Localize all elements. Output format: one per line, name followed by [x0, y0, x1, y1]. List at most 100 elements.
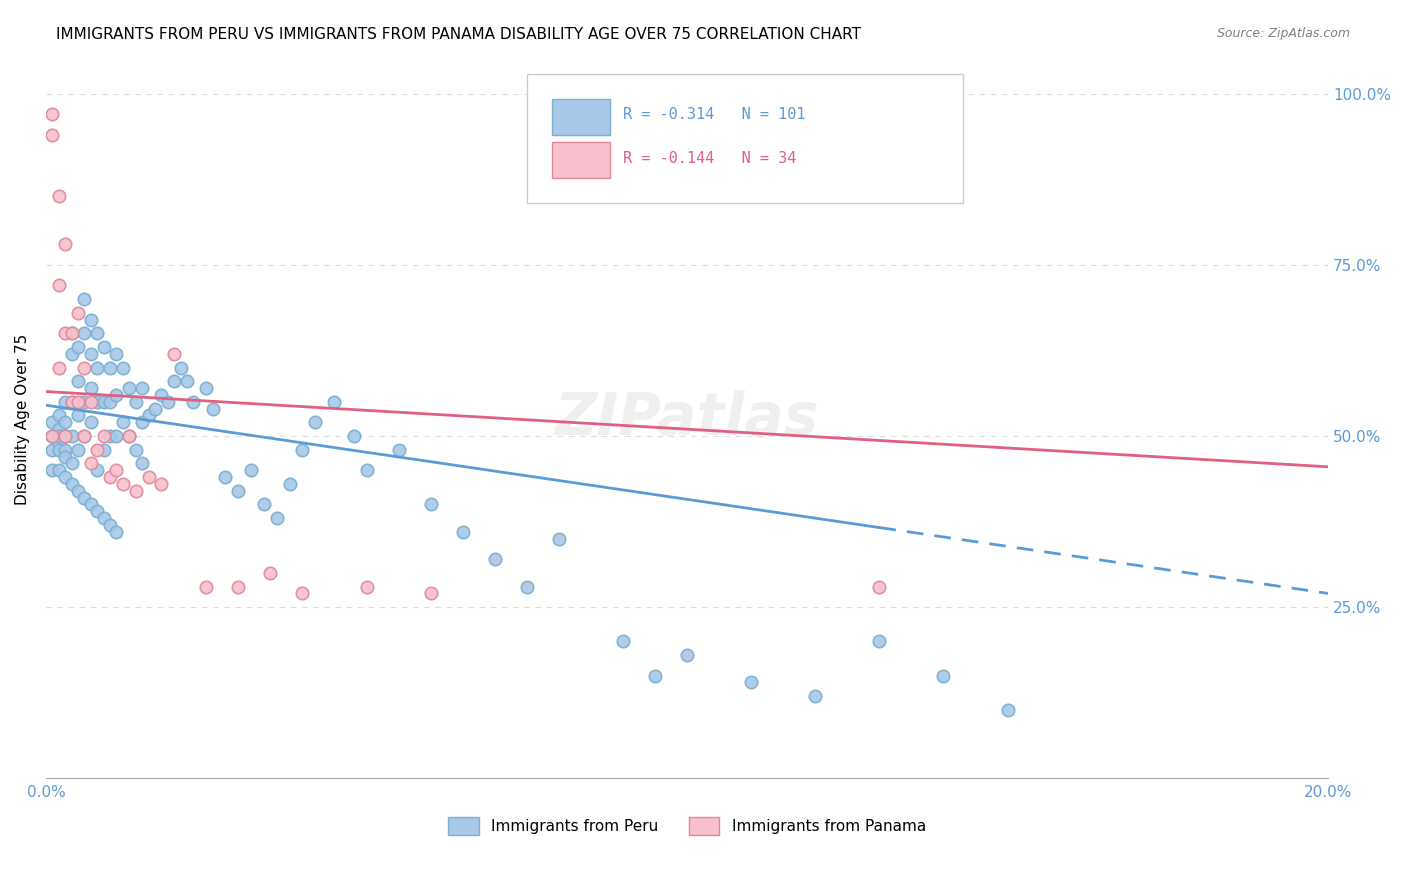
Point [60, 429, 83, 443]
Point [60, 394, 83, 409]
Point [240, 463, 263, 477]
Point [156, 394, 179, 409]
Point [48, 422, 70, 436]
Point [278, 477, 301, 491]
Point [387, 442, 409, 457]
Point [66, 394, 89, 409]
Point [66, 409, 89, 423]
Point [547, 532, 569, 546]
Text: R = -0.314   N = 101: R = -0.314 N = 101 [623, 107, 806, 122]
Point [66, 442, 89, 457]
Point [98, 518, 121, 533]
Point [93, 429, 115, 443]
Point [48, 429, 70, 443]
Point [53, 429, 76, 443]
Point [111, 477, 134, 491]
Point [80, 498, 103, 512]
Point [41, 128, 63, 142]
Point [93, 442, 115, 457]
Point [60, 394, 83, 409]
Point [356, 580, 378, 594]
Point [105, 524, 128, 539]
Point [73, 394, 96, 409]
Point [143, 401, 166, 416]
Point [201, 401, 224, 416]
Point [516, 580, 538, 594]
Point [48, 429, 70, 443]
Point [105, 388, 128, 402]
FancyBboxPatch shape [553, 142, 610, 178]
Point [53, 442, 76, 457]
Point [41, 429, 63, 443]
Point [53, 450, 76, 464]
Point [118, 429, 141, 443]
Point [131, 381, 153, 395]
Point [176, 374, 198, 388]
Point [93, 511, 115, 525]
Point [98, 429, 121, 443]
Point [41, 429, 63, 443]
Text: R = -0.144   N = 34: R = -0.144 N = 34 [623, 152, 796, 166]
Point [118, 381, 141, 395]
Point [343, 429, 366, 443]
Point [41, 442, 63, 457]
Point [804, 689, 827, 703]
Point [111, 360, 134, 375]
Point [73, 429, 96, 443]
Point [131, 415, 153, 429]
Point [226, 483, 249, 498]
Point [53, 470, 76, 484]
Point [86, 394, 108, 409]
Point [66, 483, 89, 498]
Point [66, 374, 89, 388]
Point [125, 442, 148, 457]
Point [41, 463, 63, 477]
Point [266, 511, 288, 525]
Point [125, 483, 148, 498]
Point [60, 347, 83, 361]
Point [48, 463, 70, 477]
FancyBboxPatch shape [553, 99, 610, 135]
Point [291, 442, 314, 457]
Point [53, 237, 76, 252]
Point [80, 415, 103, 429]
Point [73, 360, 96, 375]
Point [86, 442, 108, 457]
Text: ZIPatlas: ZIPatlas [555, 391, 820, 448]
Point [259, 566, 281, 580]
Point [138, 470, 160, 484]
Point [150, 388, 173, 402]
Point [868, 634, 890, 648]
Point [80, 381, 103, 395]
Point [80, 347, 103, 361]
Point [93, 394, 115, 409]
Point [93, 340, 115, 354]
Point [612, 634, 634, 648]
Point [226, 580, 249, 594]
Point [86, 360, 108, 375]
Legend: Immigrants from Peru, Immigrants from Panama: Immigrants from Peru, Immigrants from Pa… [449, 816, 927, 835]
Point [86, 326, 108, 341]
Point [53, 326, 76, 341]
Point [644, 668, 666, 682]
Point [163, 374, 186, 388]
Point [48, 435, 70, 450]
Point [304, 415, 326, 429]
Point [118, 429, 141, 443]
Point [419, 586, 441, 600]
Point [41, 107, 63, 121]
Point [73, 292, 96, 306]
Point [131, 457, 153, 471]
Point [60, 457, 83, 471]
Point [98, 394, 121, 409]
Point [323, 394, 346, 409]
Point [73, 429, 96, 443]
Point [253, 498, 276, 512]
Point [169, 360, 191, 375]
Point [73, 491, 96, 505]
Point [291, 586, 314, 600]
Point [53, 429, 76, 443]
Point [48, 360, 70, 375]
Y-axis label: Disability Age Over 75: Disability Age Over 75 [15, 334, 30, 505]
Point [53, 394, 76, 409]
